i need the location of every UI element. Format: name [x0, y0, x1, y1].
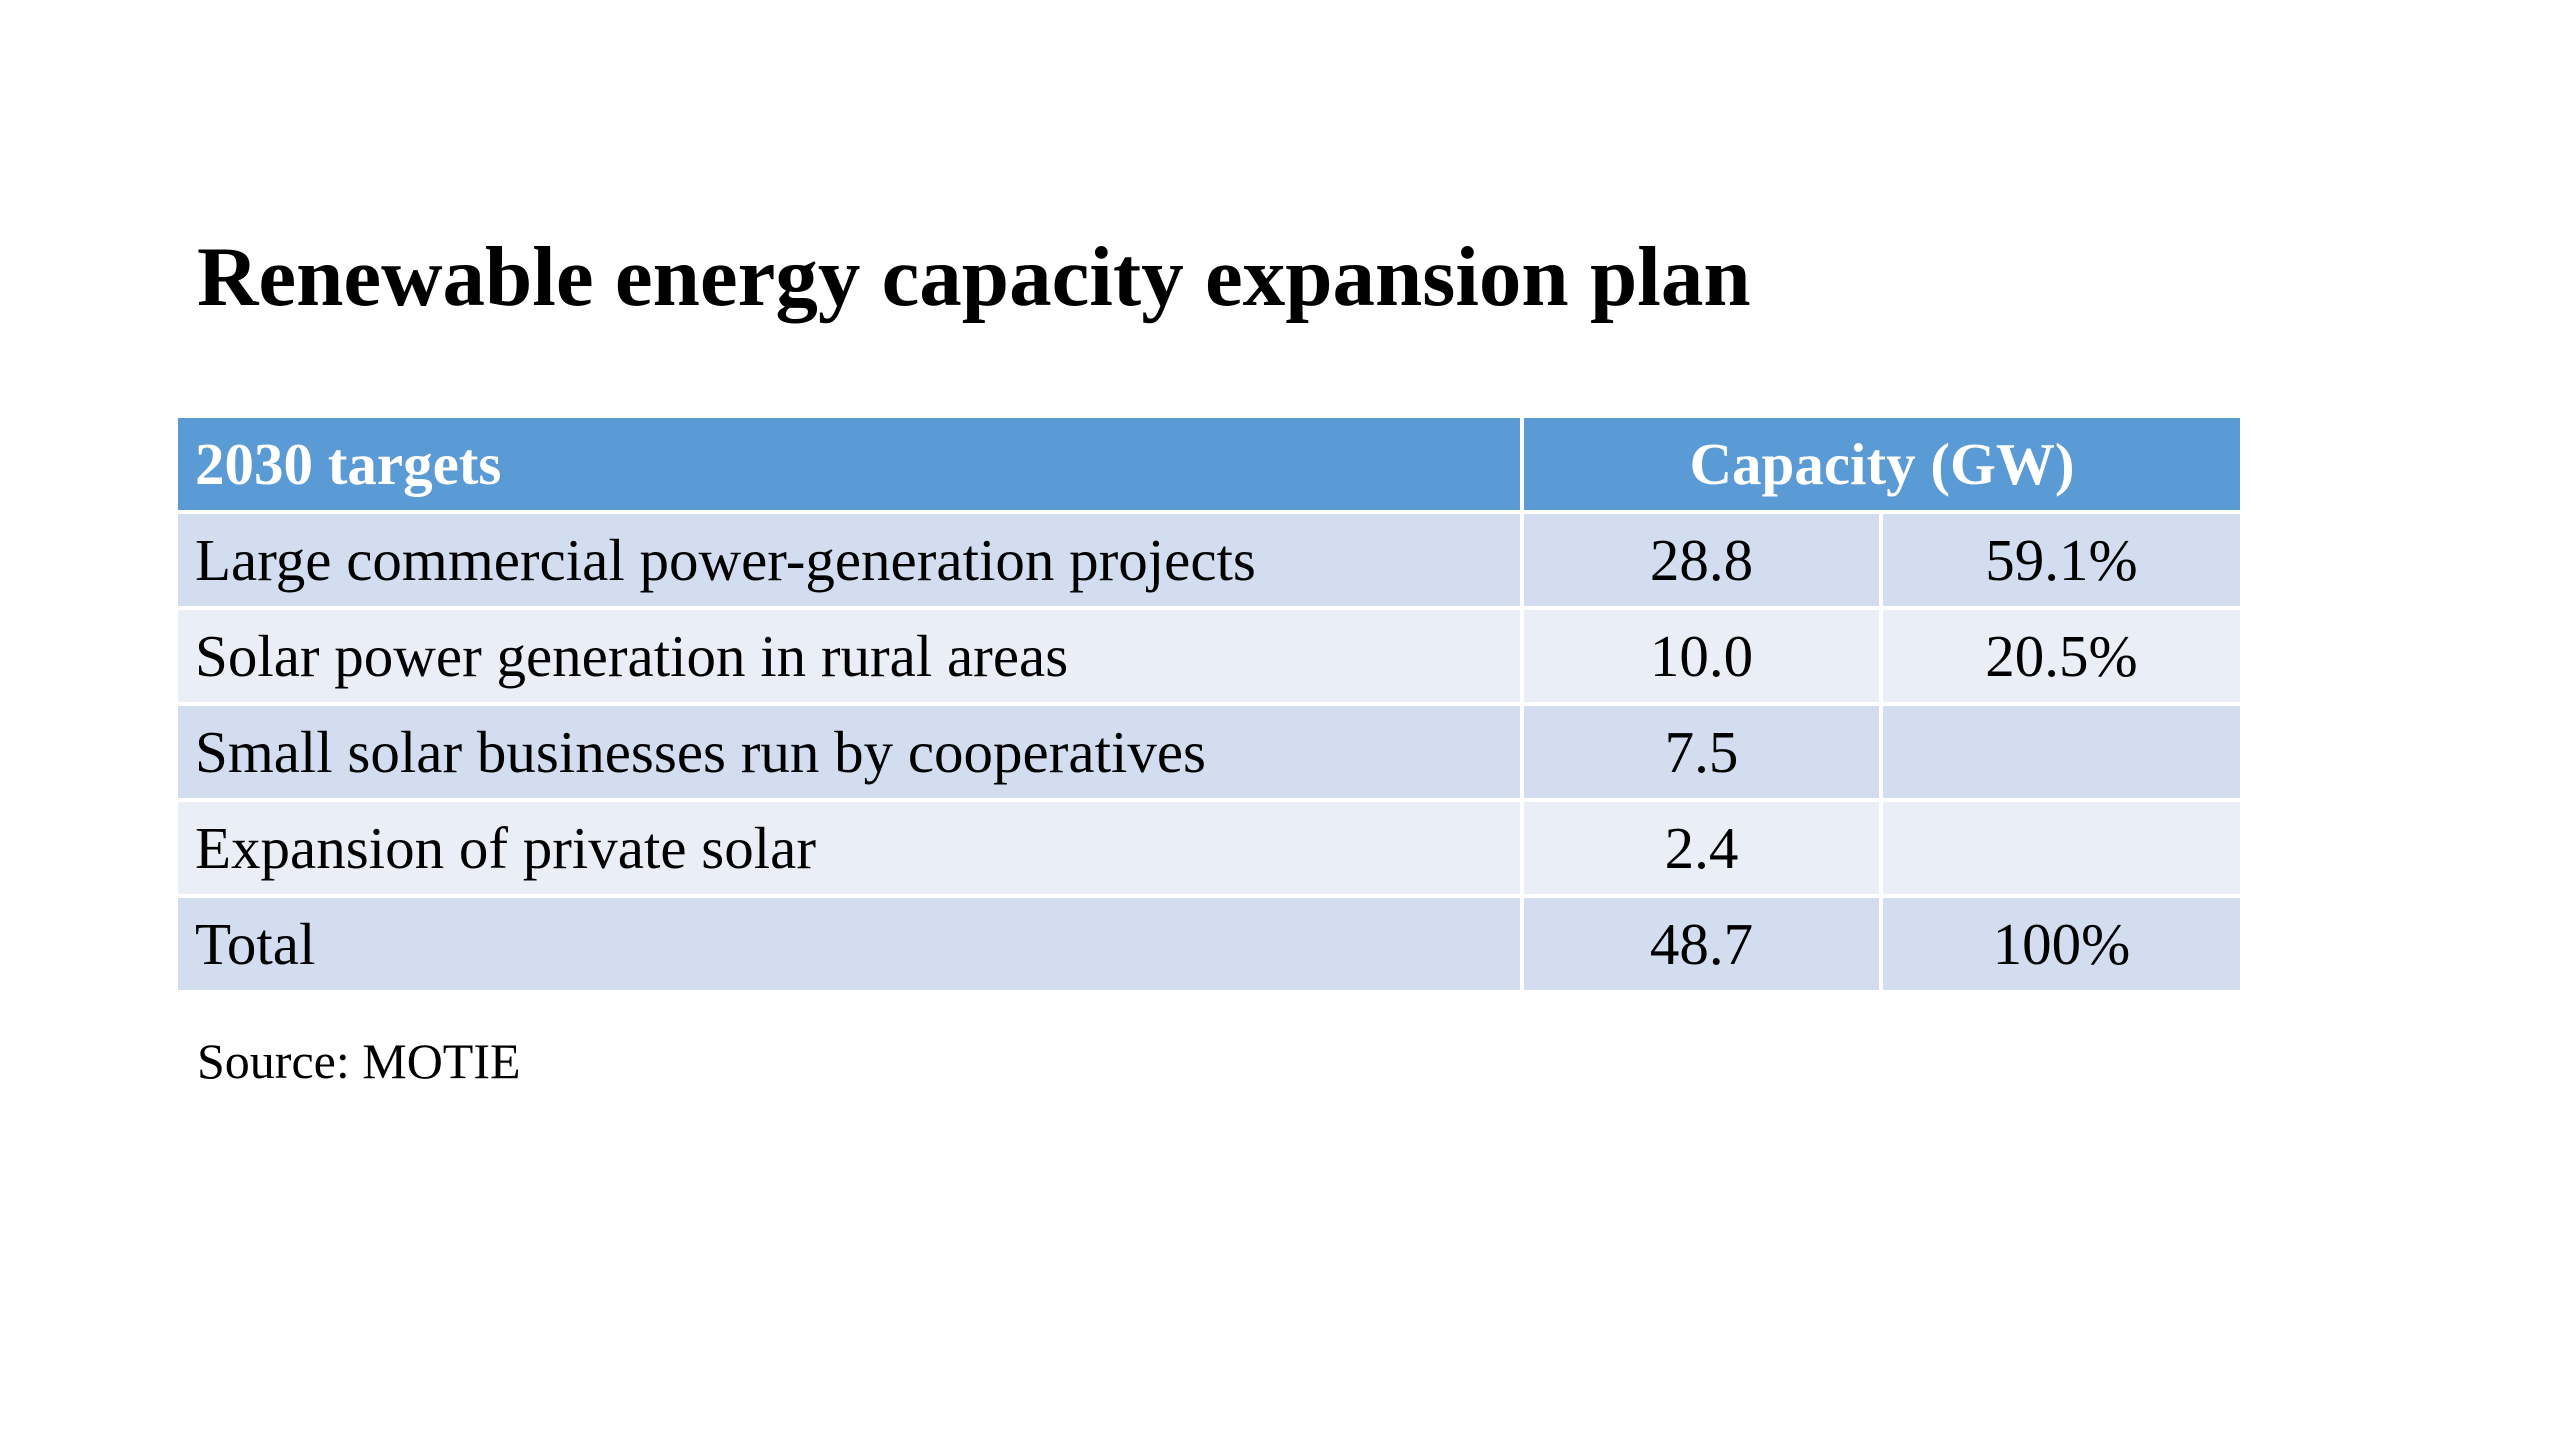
row-capacity: 10.0	[1520, 606, 1883, 706]
row-share: 59.1%	[1879, 510, 2240, 610]
source-note: Source: MOTIE	[197, 1033, 521, 1089]
table-header-row: 2030 targets Capacity (GW)	[178, 418, 2240, 514]
header-targets: 2030 targets	[178, 418, 1524, 514]
row-label: Expansion of private solar	[178, 798, 1524, 898]
table-row: Large commercial power-generation projec…	[178, 510, 2240, 610]
row-share	[1879, 798, 2240, 898]
header-capacity: Capacity (GW)	[1520, 418, 2240, 514]
row-capacity: 28.8	[1520, 510, 1883, 610]
table-row: Small solar businesses run by cooperativ…	[178, 702, 2240, 802]
row-capacity: 48.7	[1520, 894, 1883, 990]
row-share: 100%	[1879, 894, 2240, 990]
row-share	[1879, 702, 2240, 802]
row-label: Solar power generation in rural areas	[178, 606, 1524, 706]
row-capacity: 7.5	[1520, 702, 1883, 802]
table-row: Expansion of private solar 2.4	[178, 798, 2240, 898]
table-row: Solar power generation in rural areas 10…	[178, 606, 2240, 706]
row-label: Small solar businesses run by cooperativ…	[178, 702, 1524, 802]
table-row-total: Total 48.7 100%	[178, 894, 2240, 990]
slide-title: Renewable energy capacity expansion plan	[197, 230, 1751, 324]
row-label: Large commercial power-generation projec…	[178, 510, 1524, 610]
row-share: 20.5%	[1879, 606, 2240, 706]
row-label: Total	[178, 894, 1524, 990]
row-capacity: 2.4	[1520, 798, 1883, 898]
capacity-table: 2030 targets Capacity (GW) Large commerc…	[178, 418, 2240, 990]
